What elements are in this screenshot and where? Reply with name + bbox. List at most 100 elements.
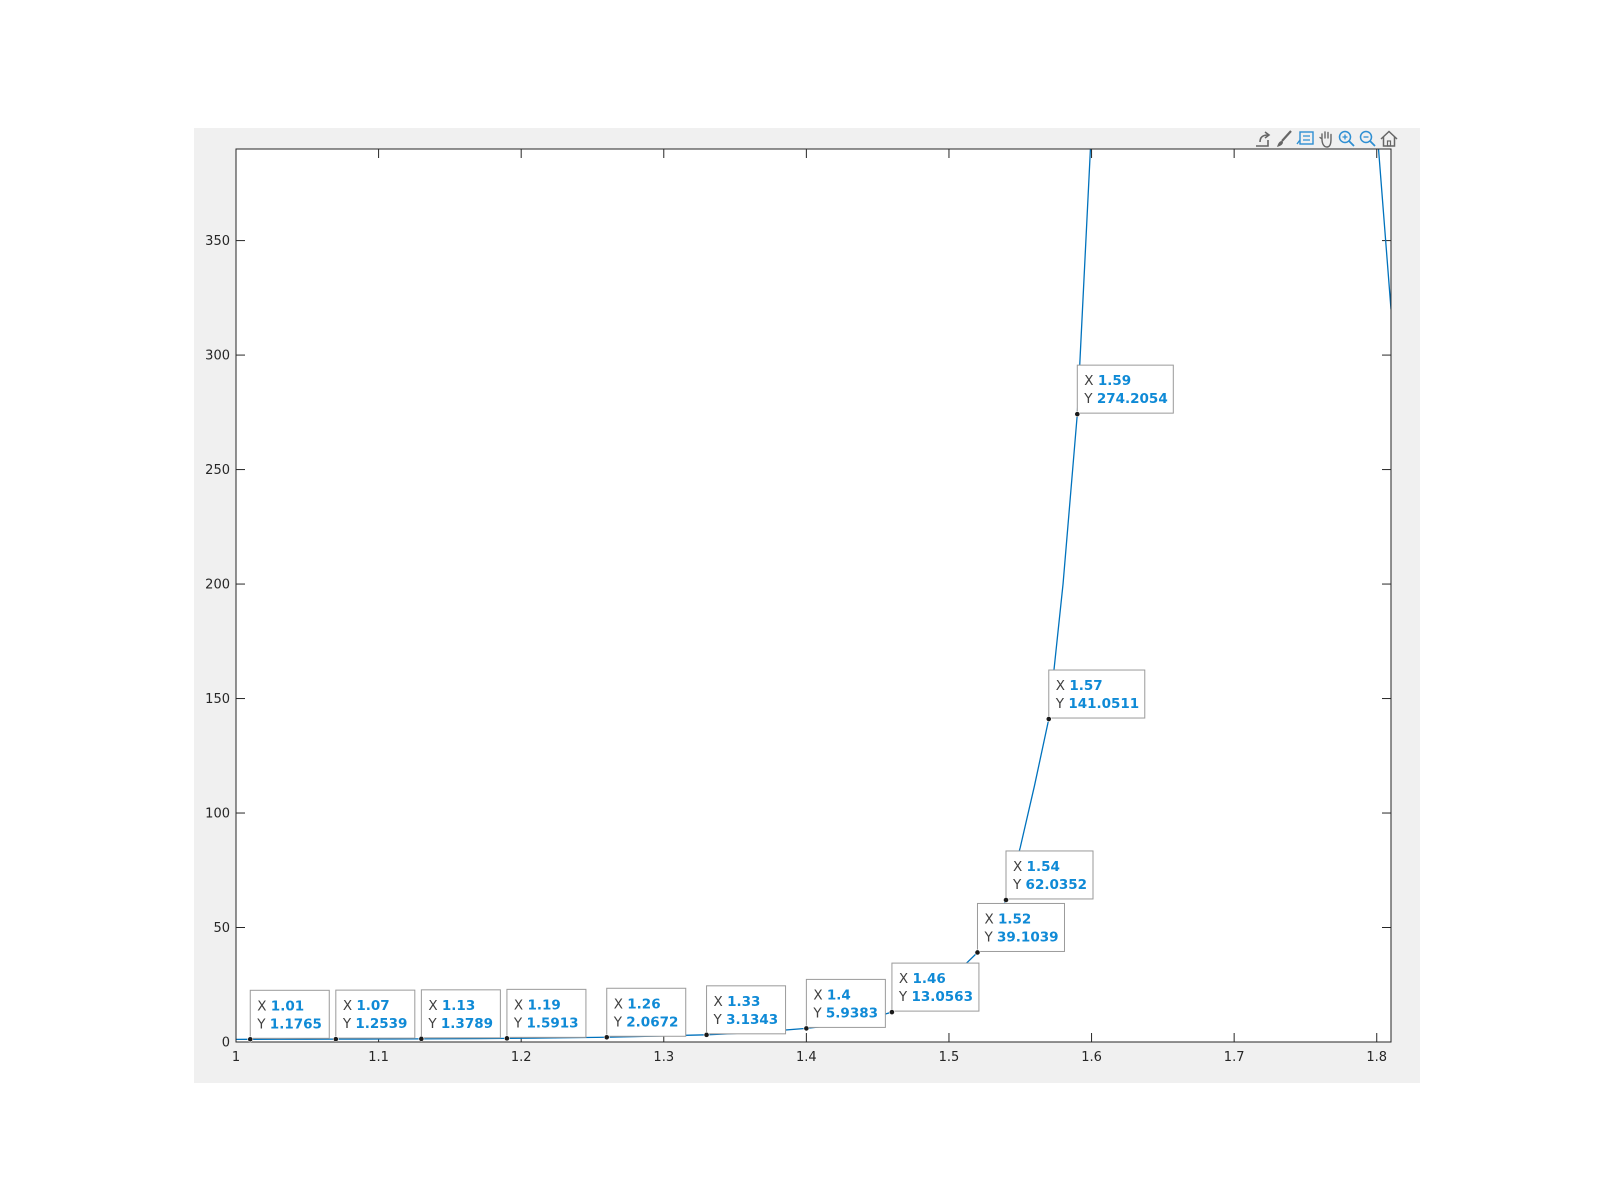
y-tick-label: 0 (222, 1036, 230, 1051)
datatip-x-value: 1.57 (1069, 678, 1102, 694)
datatip-marker (418, 1035, 425, 1042)
datatip[interactable]: X 1.26Y 2.0672 (603, 987, 687, 1041)
zoom-in-icon[interactable] (1337, 129, 1357, 149)
y-tick-label: 300 (205, 349, 230, 364)
datatip-y-key: Y (1012, 877, 1026, 893)
y-tick-label: 200 (205, 578, 230, 593)
y-tick-label: 150 (205, 692, 230, 707)
datatip-y-line: Y 274.2054 (1083, 391, 1167, 407)
axes-box (235, 148, 1392, 1043)
datatip-x-line: X 1.33 (714, 994, 761, 1010)
datatip[interactable]: X 1.4Y 5.9383 (803, 978, 886, 1032)
datatip-box (335, 989, 416, 1039)
datatip-x-key: X (514, 997, 528, 1013)
datatip-x-value: 1.4 (827, 987, 851, 1003)
datatip[interactable]: X 1.33Y 3.1343 (703, 985, 787, 1038)
export-icon[interactable] (1253, 129, 1273, 149)
brush-icon[interactable] (1274, 129, 1294, 149)
datatip[interactable]: X 1.54Y 62.0352 (1003, 850, 1094, 903)
datatip-x-key: X (257, 998, 271, 1014)
datatip-x-line: X 1.57 (1056, 678, 1103, 694)
datatip-x-value: 1.19 (527, 997, 560, 1013)
home-icon[interactable] (1379, 129, 1399, 149)
datatip-marker (247, 1036, 254, 1043)
datatip-x-line: X 1.19 (514, 997, 561, 1013)
x-tick-label: 1.8 (1366, 1050, 1387, 1065)
datatip-x-value: 1.54 (1027, 859, 1060, 875)
pan-icon[interactable] (1316, 129, 1336, 149)
datatip-y-line: Y 2.0672 (613, 1014, 679, 1030)
y-tick-label: 100 (205, 807, 230, 822)
datatip[interactable]: X 1.52Y 39.1039 (974, 902, 1065, 956)
datatip-x-key: X (1084, 373, 1098, 389)
datatip-y-line: Y 1.2539 (342, 1016, 408, 1032)
datatip-box (249, 989, 330, 1039)
datatip-icon[interactable] (1295, 129, 1315, 149)
x-tick-label: 1.6 (1081, 1050, 1102, 1065)
datatip-y-key: Y (812, 1005, 826, 1021)
x-tick-label: 1.1 (368, 1050, 389, 1065)
datatip-y-key: Y (898, 989, 912, 1005)
datatip-x-line: X 1.54 (1013, 859, 1060, 875)
datatip-y-value: 2.0672 (626, 1014, 678, 1030)
datatip-box (891, 962, 980, 1012)
x-tick-label: 1 (232, 1050, 240, 1065)
x-tick-label: 1.7 (1224, 1050, 1245, 1065)
datatip-y-value: 5.9383 (826, 1005, 878, 1021)
datatip-y-line: Y 39.1039 (983, 929, 1058, 945)
datatip-x-key: X (1056, 678, 1070, 694)
datatip-box (805, 978, 886, 1028)
x-tick-label: 1.5 (939, 1050, 960, 1065)
datatip-marker (1045, 716, 1052, 722)
datatip-y-key: Y (1083, 391, 1097, 407)
axes-toolbar (1253, 128, 1399, 150)
datatip-marker (703, 1031, 710, 1038)
datatip-box (606, 987, 687, 1037)
datatip-y-line: Y 3.1343 (713, 1012, 779, 1028)
datatip[interactable]: X 1.59 Y 274.2054 (1074, 364, 1174, 418)
datatip-y-value: 62.0352 (1026, 877, 1088, 893)
datatip-x-value: 1.01 (271, 998, 304, 1014)
datatip-y-key: Y (427, 1016, 441, 1032)
datatip-y-line: Y 62.0352 (1012, 877, 1087, 893)
datatip[interactable]: X 1.57 Y 141.0511 (1045, 669, 1146, 722)
datatip-y-value: 274.2054 (1097, 391, 1168, 407)
datatip-box (420, 989, 501, 1039)
datatip-x-line: X 1.46 (899, 971, 946, 987)
datatip-x-line: X 1.13 (428, 998, 475, 1014)
datatip-y-value: 3.1343 (726, 1012, 778, 1028)
y-tick-label: 350 (205, 234, 230, 249)
datatip-y-key: Y (713, 1012, 727, 1028)
datatip[interactable]: X 1.01Y 1.1765 (247, 989, 330, 1043)
x-tick-label: 1.3 (653, 1050, 674, 1065)
zoom-out-icon[interactable] (1358, 129, 1378, 149)
datatip-marker (974, 949, 981, 956)
datatip-x-key: X (714, 994, 728, 1010)
datatip-box (506, 988, 587, 1038)
datatip-x-value: 1.07 (356, 998, 389, 1014)
datatip-x-key: X (1013, 859, 1027, 875)
datatip-x-value: 1.46 (912, 971, 945, 987)
datatip[interactable]: X 1.13 Y 1.3789 (418, 989, 501, 1042)
x-tick-label: 1.4 (796, 1050, 817, 1065)
datatip[interactable]: X 1.07 Y 1.2539 (332, 989, 416, 1043)
datatip-x-key: X (813, 987, 827, 1003)
datatip[interactable]: X 1.19Y 1.5913 (504, 988, 587, 1042)
datatip-y-value: 13.0563 (911, 989, 973, 1005)
datatip-box (1076, 364, 1174, 414)
datatip-x-value: 1.33 (727, 994, 760, 1010)
datatip-y-key: Y (513, 1015, 527, 1031)
datatip-y-value: 1.2539 (355, 1016, 407, 1032)
datatip-x-line: X 1.07 (343, 998, 390, 1014)
plot-area (236, 149, 1391, 1042)
datatip-y-line: Y 1.3789 (427, 1016, 493, 1032)
y-tick-label: 50 (213, 921, 230, 936)
datatip-marker (803, 1025, 810, 1032)
datatip-x-line: X 1.59 (1084, 373, 1131, 389)
datatip-y-line: Y 141.0511 (1055, 696, 1139, 712)
y-tick-label: 250 (205, 463, 230, 478)
datatip[interactable]: X 1.46 Y 13.0563 (889, 962, 980, 1016)
datatip-x-value: 1.52 (998, 911, 1031, 927)
datatip-y-value: 141.0511 (1068, 696, 1139, 712)
